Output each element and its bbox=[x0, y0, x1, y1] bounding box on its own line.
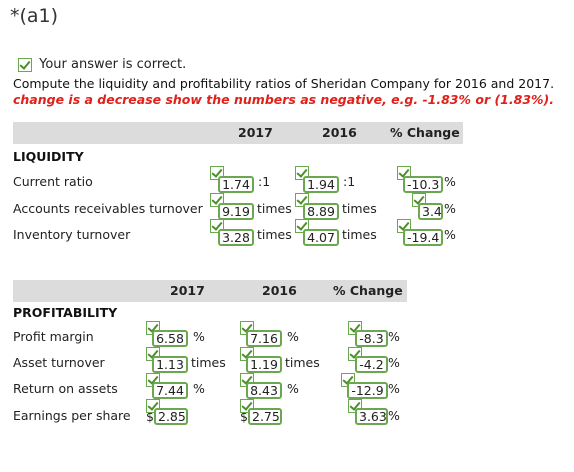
instruction-text: Compute the liquidity and profitability … bbox=[13, 76, 555, 91]
percent-label: % bbox=[444, 174, 456, 189]
answer-field-2016[interactable]: 8.89 bbox=[303, 203, 339, 220]
answer-field-2017[interactable]: 3.28 bbox=[218, 229, 254, 246]
answer-field-change[interactable]: -10.3 bbox=[403, 176, 443, 193]
row-label: Inventory turnover bbox=[13, 227, 131, 242]
answer-field-change[interactable]: 3.63 bbox=[355, 408, 388, 425]
percent-label: % bbox=[388, 408, 400, 423]
answer-field-2017[interactable]: 6.58 bbox=[152, 330, 188, 347]
row-label: Profit margin bbox=[13, 329, 94, 344]
answer-field-change[interactable]: -4.2 bbox=[355, 356, 388, 373]
answer-field-change[interactable]: -12.9 bbox=[347, 382, 388, 399]
percent-label: % bbox=[388, 381, 400, 396]
percent-label: % bbox=[444, 201, 456, 216]
unit-label: times bbox=[285, 355, 320, 370]
row-label: Accounts receivables turnover bbox=[13, 201, 203, 216]
answer-field-change[interactable]: -19.4 bbox=[403, 229, 443, 246]
profitability-header-band bbox=[13, 280, 407, 302]
answer-field-2016[interactable]: 1.19 bbox=[246, 356, 282, 373]
unit-label: :1 bbox=[343, 174, 356, 189]
answer-field-change[interactable]: 3.4 bbox=[418, 203, 443, 220]
liquidity-header-change: % Change bbox=[390, 125, 460, 140]
answer-field-2017[interactable]: 1.74 bbox=[218, 176, 254, 193]
answer-field-2016[interactable]: 8.43 bbox=[246, 382, 282, 399]
profitability-header-change: % Change bbox=[333, 283, 403, 298]
feedback-text: Your answer is correct. bbox=[39, 57, 187, 72]
percent-label: % bbox=[388, 355, 400, 370]
answer-field-2017[interactable]: 1.13 bbox=[152, 356, 188, 373]
answer-field-2016[interactable]: 4.07 bbox=[303, 229, 339, 246]
liquidity-header-2016: 2016 bbox=[322, 125, 357, 140]
answer-field-change[interactable]: -8.3 bbox=[355, 330, 388, 347]
answer-field-2016[interactable]: 2.75 bbox=[248, 408, 282, 425]
unit-label: % bbox=[193, 329, 205, 344]
unit-label: times bbox=[191, 355, 226, 370]
answer-field-2017[interactable]: 9.19 bbox=[218, 203, 254, 220]
profitability-header-2016: 2016 bbox=[262, 283, 297, 298]
answer-field-2017[interactable]: 7.44 bbox=[152, 382, 188, 399]
feedback-row: Your answer is correct. bbox=[18, 57, 186, 72]
liquidity-section-title: LIQUIDITY bbox=[13, 149, 84, 164]
instruction-warning: change is a decrease show the numbers as… bbox=[13, 92, 554, 107]
unit-label: % bbox=[193, 381, 205, 396]
unit-label: times bbox=[342, 227, 377, 242]
profitability-section-title: PROFITABILITY bbox=[13, 305, 118, 320]
check-icon bbox=[18, 57, 32, 72]
answer-field-2017[interactable]: 2.85 bbox=[154, 408, 188, 425]
unit-label: times bbox=[257, 201, 292, 216]
currency-prefix: $ bbox=[240, 409, 248, 424]
liquidity-header-2017: 2017 bbox=[238, 125, 273, 140]
liquidity-header-band bbox=[13, 122, 463, 144]
question-title: *(a1) bbox=[10, 5, 59, 27]
unit-label: % bbox=[287, 329, 299, 344]
percent-label: % bbox=[388, 329, 400, 344]
unit-label: % bbox=[287, 381, 299, 396]
row-label: Return on assets bbox=[13, 381, 118, 396]
unit-label: times bbox=[257, 227, 292, 242]
currency-prefix: $ bbox=[146, 409, 154, 424]
answer-field-2016[interactable]: 1.94 bbox=[303, 176, 339, 193]
unit-label: :1 bbox=[258, 174, 271, 189]
unit-label: times bbox=[342, 201, 377, 216]
percent-label: % bbox=[444, 227, 456, 242]
row-label: Current ratio bbox=[13, 174, 93, 189]
answer-field-2016[interactable]: 7.16 bbox=[246, 330, 282, 347]
row-label: Earnings per share bbox=[13, 408, 131, 423]
profitability-header-2017: 2017 bbox=[170, 283, 205, 298]
row-label: Asset turnover bbox=[13, 355, 105, 370]
